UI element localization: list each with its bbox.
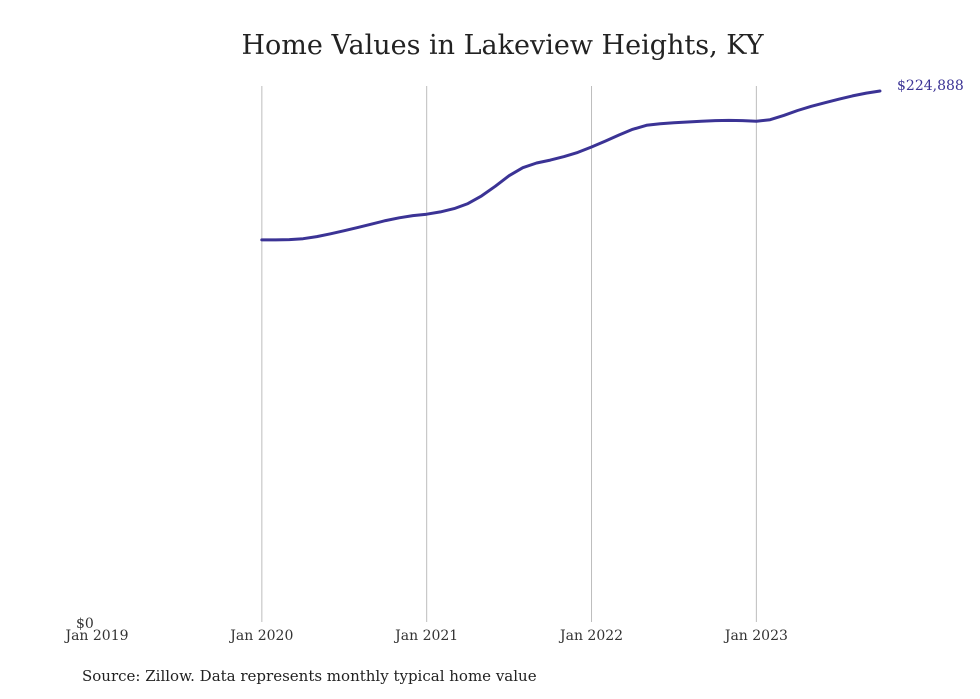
end-value-label: $224,888 xyxy=(897,78,964,94)
series-line-0 xyxy=(260,89,882,242)
axis-labels: $0 Jan 2019 Jan 2020 Jan 2021 Jan 2022 Jan 2… xyxy=(63,616,787,644)
source-note: Source: Zillow. Data represents monthly … xyxy=(82,667,537,685)
y-tick-label-zero: $0 xyxy=(76,616,94,632)
x-tick-label: Jan 2019 xyxy=(63,628,128,644)
series-layer: $224,888 xyxy=(260,78,964,242)
x-tick-label: Jan 2023 xyxy=(723,628,788,644)
gridlines xyxy=(261,86,757,622)
chart-title: Home Values in Lakeview Heights, KY xyxy=(241,30,764,61)
x-tick-label: Jan 2020 xyxy=(228,628,293,644)
x-tick-label: Jan 2022 xyxy=(558,628,623,644)
line-chart: $0 Jan 2019 Jan 2020 Jan 2021 Jan 2022 Jan 2… xyxy=(63,78,964,644)
x-tick-label: Jan 2021 xyxy=(393,628,458,644)
